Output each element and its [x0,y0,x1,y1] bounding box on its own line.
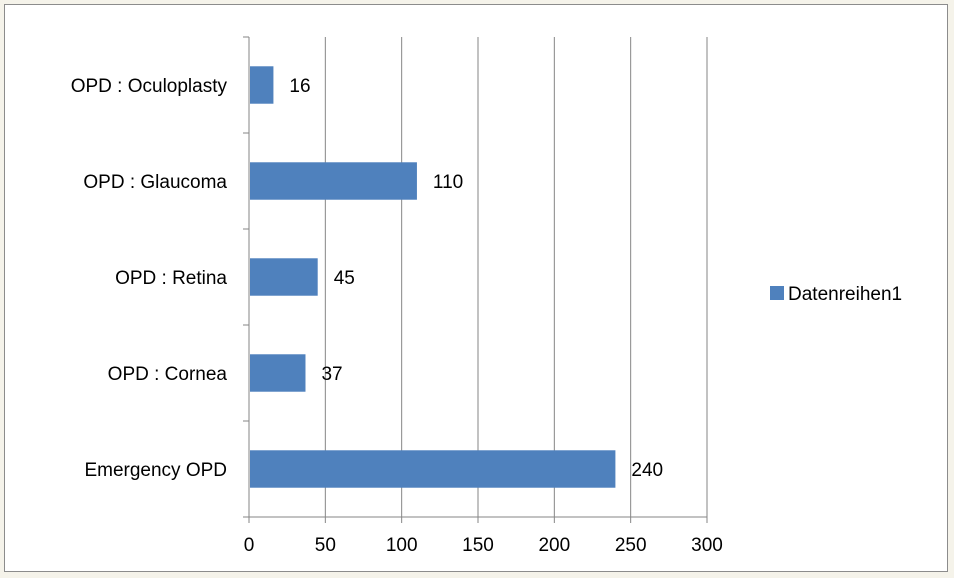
data-label: 45 [334,268,355,289]
x-tick-label: 150 [462,535,494,556]
bar [250,354,306,392]
category-label: OPD : Retina [115,268,227,289]
legend: Datenreihen1 [770,284,902,305]
data-label: 37 [321,364,342,385]
bar-series: 240 37 45 110 16 [250,66,663,488]
category-axis: Emergency OPD OPD : Cornea OPD : Retina OPD… [71,76,228,481]
chart-frame: 0 50 100 150 200 250 300 240 37 45 110 16 Emergenc… [4,4,948,572]
data-label: 110 [433,172,463,193]
data-label: 16 [289,76,310,97]
category-label: Emergency OPD [84,460,227,481]
bar [250,66,274,104]
legend-swatch [770,286,784,300]
bar [250,258,318,296]
legend-entry-datenreihen1: Datenreihen1 [788,284,902,305]
data-label: 240 [631,460,663,481]
x-tick-label: 300 [691,535,723,556]
x-tick-label: 200 [538,535,570,556]
bar [250,450,616,488]
x-tick-label: 250 [615,535,647,556]
category-label: OPD : Glaucoma [83,172,227,193]
gridlines [324,37,708,517]
x-tick-label: 100 [386,535,418,556]
bar [250,162,417,200]
x-tick-label: 0 [244,535,255,556]
value-axis: 0 50 100 150 200 250 300 [243,36,723,556]
category-label: OPD : Oculoplasty [71,76,228,97]
category-label: OPD : Cornea [108,364,228,385]
x-tick-label: 50 [315,535,336,556]
bar-chart: 0 50 100 150 200 250 300 240 37 45 110 16 Emergenc… [71,36,902,556]
